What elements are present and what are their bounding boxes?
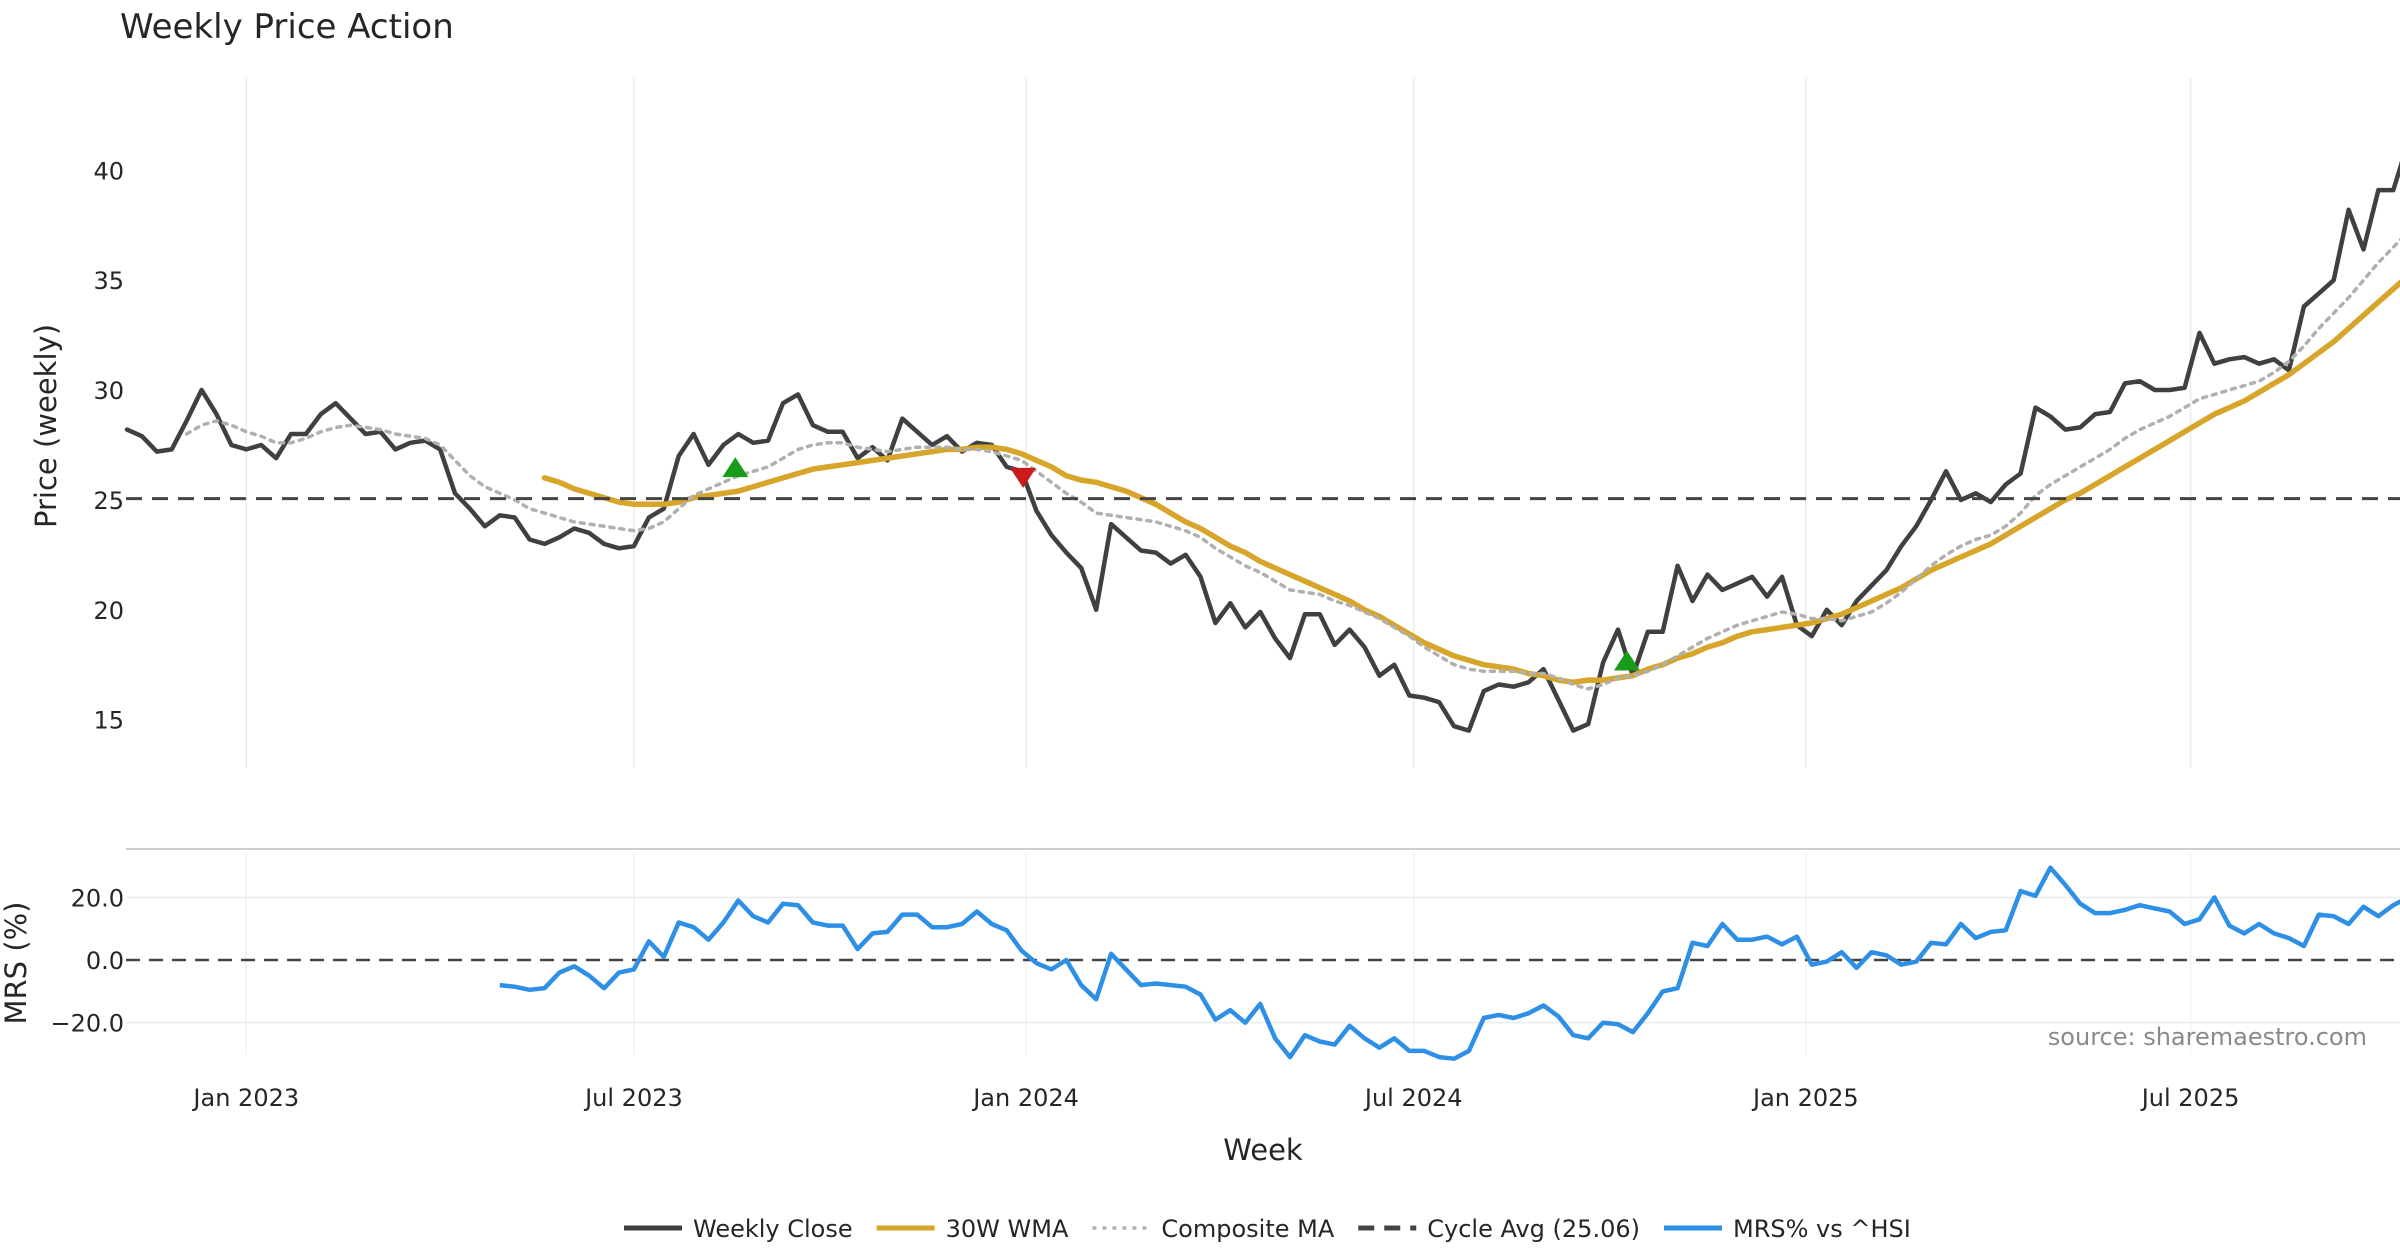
series-weekly-close xyxy=(124,160,2400,733)
x-tick-jan-2023: Jan 2023 xyxy=(191,1084,299,1112)
legend-label-mrs-vs-hsi: MRS% vs ^HSI xyxy=(1733,1215,1911,1243)
legend-label-cycle-avg-25-06: Cycle Avg (25.06) xyxy=(1427,1215,1640,1243)
series-composite-ma xyxy=(184,237,2400,691)
mrs-panel: −20.0 0.0 20.0 MRS (%) source: sharemaestr… xyxy=(0,852,2400,1061)
mrs-y-ticks: −20.0 0.0 20.0 xyxy=(50,884,124,1037)
price-y-axis-label: Price (weekly) xyxy=(29,324,63,528)
legend-label-30w-wma: 30W WMA xyxy=(946,1215,1069,1243)
price-y-tick-40: 40 xyxy=(93,157,124,185)
x-tick-jul-2023: Jul 2023 xyxy=(583,1084,683,1112)
price-gridlines xyxy=(245,78,2192,768)
mrs-series-group xyxy=(499,865,2400,1061)
price-series-group xyxy=(124,160,2400,733)
x-tick-jan-2024: Jan 2024 xyxy=(971,1084,1079,1112)
mrs-y-tick-2: 20.0 xyxy=(71,884,124,912)
price-y-tick-25: 25 xyxy=(93,487,124,515)
mrs-y-axis-label: MRS (%) xyxy=(0,902,33,1025)
price-y-tick-15: 15 xyxy=(93,707,124,735)
price-panel: 15 20 25 30 35 40 Price (weekly) xyxy=(29,78,2400,768)
sell-signal-marker-2 xyxy=(1010,467,1037,488)
x-tick-jul-2024: Jul 2024 xyxy=(1363,1084,1463,1112)
buy-signal-marker-3 xyxy=(1613,650,1640,671)
series-mrs-vs-hsi xyxy=(499,865,2400,1061)
price-y-tick-35: 35 xyxy=(93,267,124,295)
mrs-y-tick-1: 0.0 xyxy=(86,947,124,975)
x-axis-label: Week xyxy=(1223,1133,1303,1167)
x-tick-jan-2025: Jan 2025 xyxy=(1751,1084,1859,1112)
x-tick-jul-2025: Jul 2025 xyxy=(2140,1084,2240,1112)
legend: Weekly Close 30W WMA Composite MA Cycle Avg… xyxy=(624,1215,1911,1243)
source-annotation: source: sharemaestro.com xyxy=(2048,1023,2367,1051)
price-y-ticks: 15 20 25 30 35 40 xyxy=(93,157,124,734)
chart-title: Weekly Price Action xyxy=(120,7,454,47)
signal-markers xyxy=(722,457,1640,671)
price-y-tick-30: 30 xyxy=(93,377,124,405)
x-axis-ticks: Jan 2023 Jul 2023 Jan 2024 Jul 2024 Jan 2025… xyxy=(191,1084,2239,1112)
price-y-tick-20: 20 xyxy=(93,597,124,625)
legend-label-weekly-close: Weekly Close xyxy=(693,1215,853,1243)
legend-label-composite-ma: Composite MA xyxy=(1161,1215,1334,1243)
series-30w-wma xyxy=(541,279,2400,686)
mrs-y-tick-0: −20.0 xyxy=(50,1010,124,1038)
buy-signal-marker-1 xyxy=(722,457,749,478)
mrs-gridlines xyxy=(126,852,2400,1054)
